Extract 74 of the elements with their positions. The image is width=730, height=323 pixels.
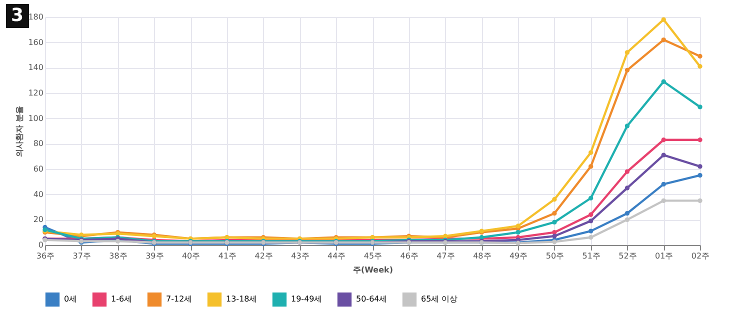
y-tick-label: 0 (38, 240, 44, 250)
point (588, 150, 594, 155)
legend-label: 65세 이상 (421, 294, 458, 304)
point (698, 104, 702, 110)
legend-label: 13-18세 (226, 294, 258, 304)
point (661, 138, 666, 142)
point (698, 172, 702, 178)
x-tick-label: 51주 (582, 252, 600, 260)
point (588, 196, 594, 200)
point (661, 152, 666, 158)
x-tick-label: 43주 (291, 252, 310, 260)
x-tick-label: 52주 (618, 252, 637, 260)
y-tick-label: 180 (28, 12, 44, 22)
point (698, 198, 702, 204)
x-tick-label: 50주 (546, 252, 564, 260)
point (698, 54, 702, 59)
x-tick-label: 48주 (473, 252, 492, 260)
point (661, 79, 666, 84)
point (624, 210, 630, 216)
y-tick-label: 60 (33, 164, 44, 174)
x-axis-title: 주(Week) (352, 266, 394, 274)
x-tick-label: 47주 (436, 252, 455, 260)
point (624, 68, 630, 73)
point (516, 224, 520, 228)
legend-label: 50-64세 (356, 294, 388, 304)
point (624, 124, 630, 128)
point (624, 50, 630, 55)
y-axis-title: 의사환자 분율 (15, 106, 24, 157)
y-tick-label: 40 (33, 190, 44, 199)
y-tick-label: 160 (28, 38, 44, 47)
legend-label: 1-6세 (111, 294, 132, 304)
y-tick-label: 80 (33, 139, 44, 148)
point (624, 217, 630, 222)
x-tick-label: 44주 (328, 252, 346, 260)
x-tick-label: 01주 (655, 252, 674, 260)
y-tick-label: 20 (33, 215, 44, 224)
x-tick-label: 37주 (72, 252, 91, 260)
point (698, 138, 702, 142)
text: 3 (6, 4, 29, 28)
point (516, 230, 520, 235)
point (552, 197, 557, 202)
x-tick-label: 39주 (146, 252, 164, 260)
point (698, 64, 702, 69)
x-tick-label: 40주 (182, 252, 200, 260)
y-tick-label: 100 (28, 114, 44, 123)
y-tick-label: 140 (28, 63, 44, 72)
point (588, 228, 594, 234)
x-tick-label: 46주 (400, 252, 418, 260)
x-tick-label: 49주 (509, 252, 528, 260)
point (552, 220, 557, 225)
point (588, 235, 594, 240)
x-tick-label: 36주 (36, 252, 55, 260)
x-tick-label: 45주 (364, 252, 382, 260)
point (588, 218, 594, 224)
x-tick-label: 41주 (218, 252, 237, 260)
point (661, 182, 666, 187)
point (588, 212, 594, 217)
point (552, 210, 557, 216)
legend-label: 7-12세 (166, 294, 192, 304)
point (624, 186, 630, 190)
legend-label: 19-49세 (291, 294, 322, 304)
point (698, 164, 702, 169)
point (588, 164, 594, 169)
point (624, 169, 630, 174)
point (552, 230, 557, 235)
y-tick-label: 120 (28, 88, 44, 98)
point (661, 37, 666, 42)
x-tick-label: 02주 (691, 252, 710, 260)
point (552, 234, 557, 238)
x-tick-label: 42주 (254, 252, 273, 260)
legend-label: 0세 (64, 294, 78, 304)
point (661, 17, 666, 22)
point (661, 198, 666, 204)
x-tick-label: 38주 (109, 252, 128, 260)
